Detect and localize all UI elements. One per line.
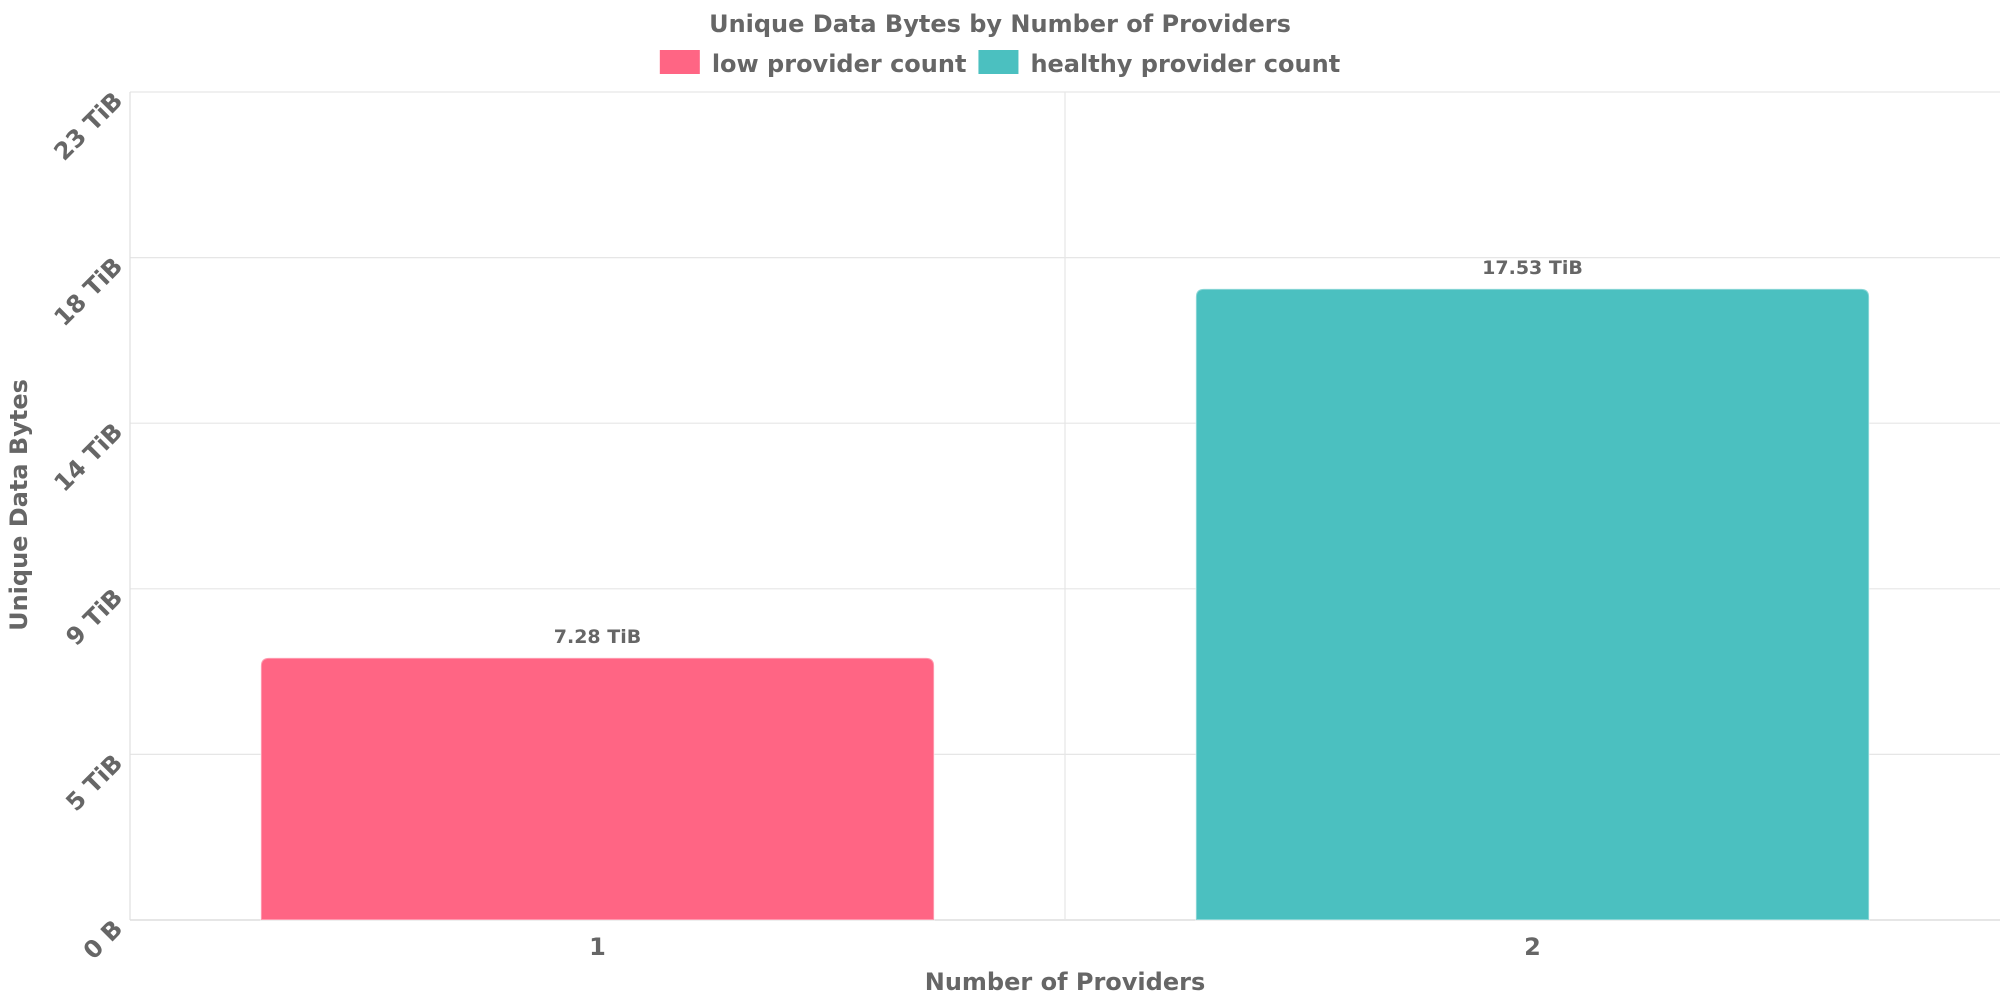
y-tick-label: 5 TiB — [60, 749, 128, 817]
x-tick-label: 1 — [589, 933, 606, 961]
chart-title: Unique Data Bytes by Number of Providers — [709, 10, 1291, 38]
y-tick-label: 23 TiB — [49, 86, 129, 166]
legend-swatch[interactable] — [659, 50, 700, 74]
y-axis-label: Unique Data Bytes — [5, 379, 33, 631]
legend-swatch[interactable] — [978, 50, 1019, 74]
y-tick-label: 9 TiB — [60, 583, 128, 651]
y-tick-label: 18 TiB — [49, 252, 129, 332]
legend-label[interactable]: low provider count — [712, 50, 967, 78]
legend-label[interactable]: healthy provider count — [1030, 50, 1340, 78]
bar[interactable] — [259, 656, 936, 921]
bar-value-label: 17.53 TiB — [1482, 257, 1583, 279]
y-tick-label: 0 B — [78, 914, 128, 964]
bars — [259, 287, 1871, 921]
bar[interactable] — [1194, 287, 1871, 921]
legend: low provider count healthy provider count — [659, 50, 1340, 78]
y-axis-ticks: 0 B 5 TiB 9 TiB 14 TiB 18 TiB 23 TiB — [49, 86, 129, 964]
y-tick-label: 14 TiB — [49, 418, 129, 498]
bar-value-labels: 7.28 TiB 17.53 TiB — [554, 257, 1583, 648]
x-axis-label: Number of Providers — [925, 968, 1205, 996]
x-tick-label: 2 — [1524, 933, 1541, 961]
bar-value-label: 7.28 TiB — [554, 626, 641, 648]
